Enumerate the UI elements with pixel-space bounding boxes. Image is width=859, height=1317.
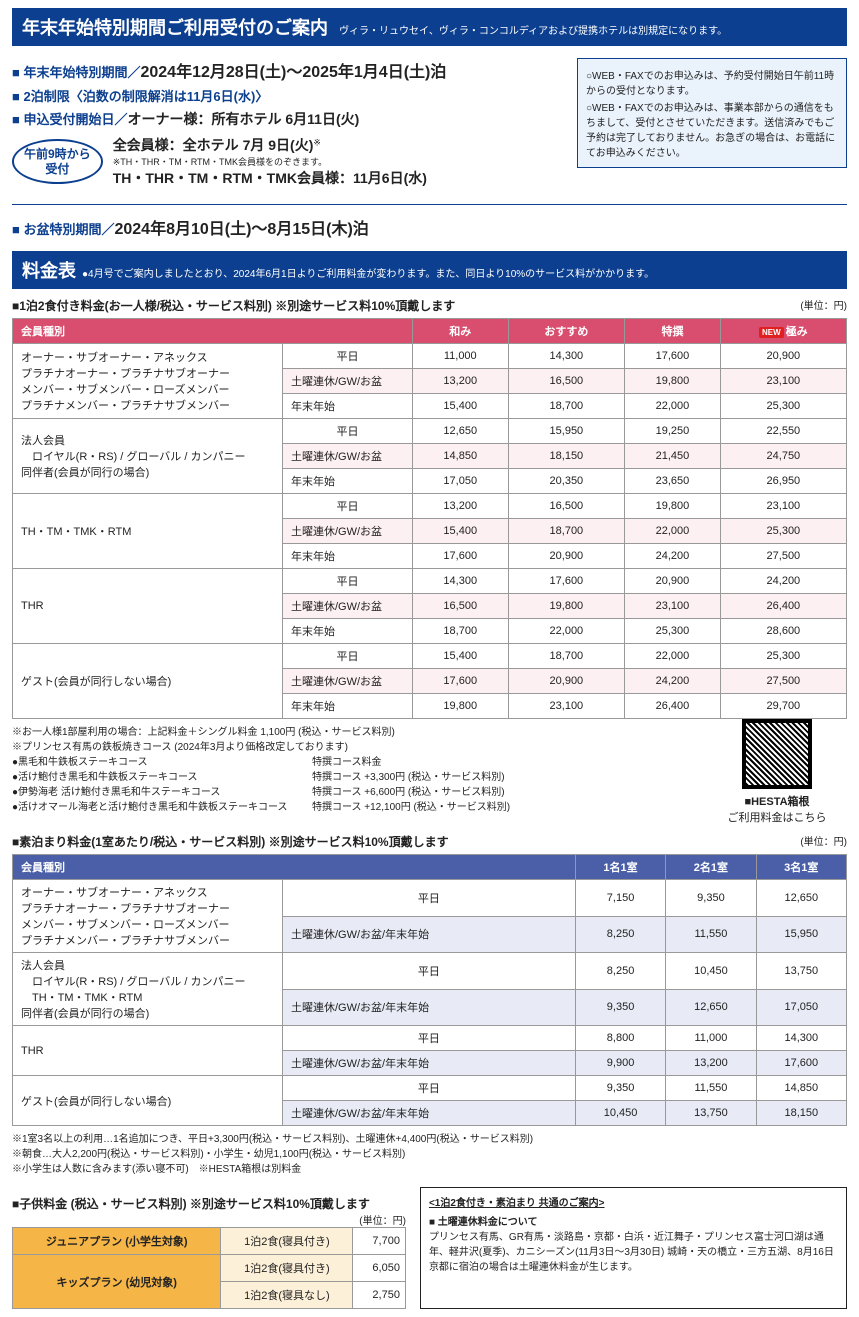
apply-th: TH・THR・TM・RTM・TMK会員様：11月6日(水)	[113, 168, 427, 188]
t2-title: ■素泊まり料金(1室あたり/税込・サービス料別) ※別途サービス料10%頂戴しま…	[12, 833, 847, 850]
limit-text: ■ 2泊制限〈泊数の制限解消は11月6日(水)〉	[12, 86, 569, 105]
common-info-box: <1泊2食付き・素泊まり 共通のご案内> ■ 土曜連休料金について プリンセス有…	[420, 1187, 847, 1309]
banner-title: 年末年始特別期間ご利用受付のご案内	[22, 18, 328, 38]
price-note: ●4月号でご案内しましたとおり、2024年6月1日よりご利用料金が変わります。ま…	[82, 269, 654, 280]
infobox-l1: ○WEB・FAXでのお申込みは、予約受付開始日午前11時からの受付となります。	[586, 67, 838, 97]
apply-all-note: ※TH・THR・TM・RTM・TMK会員様をのぞきます。	[113, 155, 427, 168]
t1-title: ■1泊2食付き料金(お一人様/税込・サービス料別) ※別途サービス料10%頂戴し…	[12, 297, 847, 314]
meal-price-table: 会員種別和みおすすめ特撰NEW極みオーナー・サブオーナー・アネックス プラチナオ…	[12, 318, 847, 719]
period-label: ■ 年末年始特別期間／	[12, 65, 140, 80]
price-title: 料金表	[22, 261, 76, 281]
period-dates: 2024年12月28日(土)～2025年1月4日(土)泊	[140, 64, 446, 81]
qr-code-icon	[742, 719, 812, 789]
price-banner: 料金表 ●4月号でご案内しましたとおり、2024年6月1日よりご利用料金が変わりま…	[12, 251, 847, 289]
separator	[12, 204, 847, 205]
apply-all: 全会員様：全ホテル 7月 9日(火)	[113, 137, 314, 153]
time-badge: 午前9時から 受付	[12, 139, 103, 184]
apply-owner: オーナー様：所有ホテル 6月11日(火)	[127, 111, 359, 127]
web-fax-infobox: ○WEB・FAXでのお申込みは、予約受付開始日午前11時からの受付となります。 …	[577, 58, 847, 168]
qr-section: ■HESTA箱根 ご利用料金はこちら	[707, 719, 847, 825]
obon-dates: 2024年8月10日(土)～8月15日(木)泊	[114, 221, 368, 238]
infobox-l2: ○WEB・FAXでのお申込みは、事業本部からの通信をもちまして、受付とさせていた…	[586, 99, 838, 159]
t1-notes: ※お一人様1部屋利用の場合：上記料金＋シングル料金 1,100円 (税込・サービ…	[12, 725, 695, 819]
stay-price-table: 会員種別1名1室2名1室3名1室オーナー・サブオーナー・アネックス プラチナオー…	[12, 854, 847, 1126]
obon-label: ■ お盆特別期間／	[12, 222, 114, 237]
header-banner: 年末年始特別期間ご利用受付のご案内 ヴィラ・リュウセイ、ヴィラ・コンコルディアお…	[12, 8, 847, 46]
t3-title: ■子供料金 (税込・サービス料別) ※別途サービス料10%頂戴します(単位：円)	[12, 1195, 406, 1212]
banner-sub: ヴィラ・リュウセイ、ヴィラ・コンコルディアおよび提携ホテルは別規定になります。	[339, 26, 727, 37]
kids-price-table: ジュニアプラン (小学生対象)1泊2食(寝具付き)7,700キッズプラン (幼児…	[12, 1227, 406, 1309]
apply-label: ■ 申込受付開始日／	[12, 112, 127, 127]
t2-notes: ※1室3名以上の利用…1名追加につき、平日+3,300円(税込・サービス料別)、…	[12, 1132, 847, 1177]
